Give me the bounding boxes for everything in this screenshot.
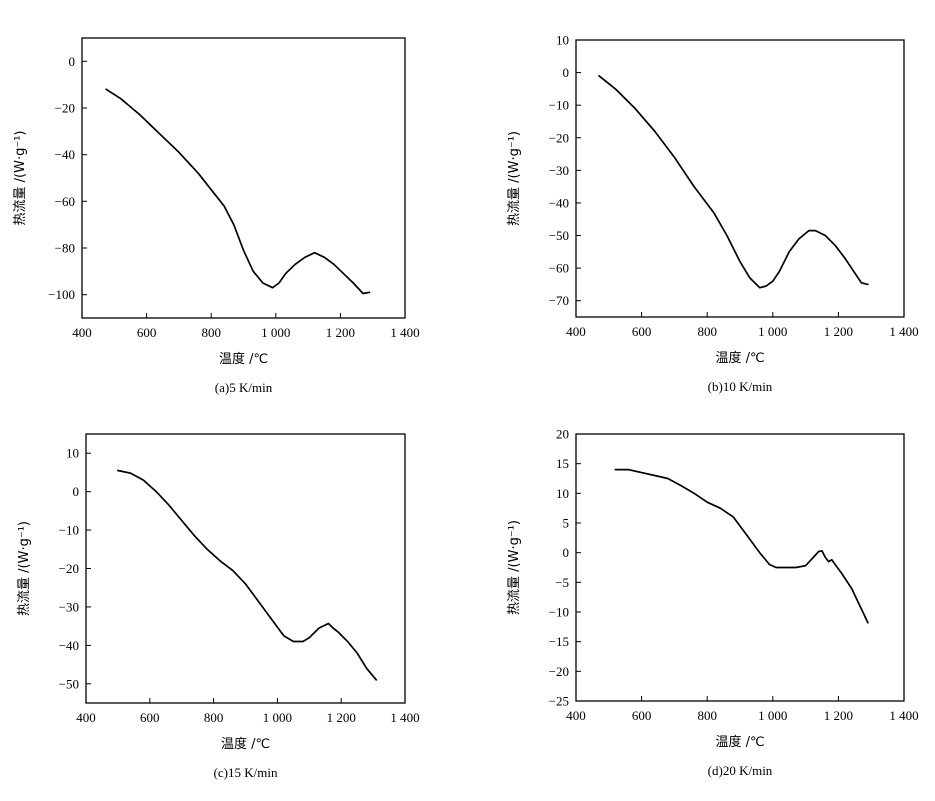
y-tick-label: 0 [563, 65, 570, 80]
series-line [598, 74, 869, 289]
x-tick-label: 600 [140, 710, 160, 725]
chart-caption: (b)10 K/min [708, 379, 773, 394]
y-tick-label: −20 [549, 130, 569, 145]
y-tick-label: 0 [69, 54, 76, 69]
x-axis-label: 温度 /℃ [715, 734, 764, 750]
y-tick-label: 20 [556, 427, 569, 442]
series-line [614, 468, 869, 624]
chart-b: 400 600 800 1 000 1 200 1 400 10 0 −10 −20 −30 −40 −… [507, 33, 919, 395]
y-tick-label: −30 [549, 163, 569, 178]
x-tick-label: 600 [137, 325, 157, 340]
plot-frame [81, 37, 406, 319]
y-axis-label: 热流量 /(W·g⁻¹) [13, 131, 28, 226]
y-tick-label: −5 [555, 575, 569, 590]
x-tick-label: 1 000 [758, 324, 787, 339]
x-axis-label: 温度 /℃ [221, 736, 270, 752]
x-tick-label: 400 [566, 324, 586, 339]
y-tick-label: 10 [556, 33, 569, 48]
plot-frame [575, 39, 905, 318]
x-tick-label: 800 [201, 325, 221, 340]
y-axis-label: 热流量 /(W·g⁻¹) [507, 520, 522, 615]
y-tick-label: −10 [549, 98, 569, 113]
x-tick-label: 800 [204, 710, 224, 725]
y-tick-label: 0 [563, 545, 570, 560]
chart-caption: (a)5 K/min [215, 380, 273, 395]
y-tick-label: 10 [66, 446, 79, 461]
y-tick-label: 10 [556, 486, 569, 501]
plot-frame [575, 433, 905, 702]
chart-a: 400 600 800 1 000 1 200 1 400 0 −20 −40 −60 −80 −10… [13, 37, 420, 395]
y-tick-label: 0 [73, 484, 80, 499]
x-tick-label: 800 [697, 324, 717, 339]
y-tick-label: −50 [549, 228, 569, 243]
y-tick-label: −80 [55, 241, 75, 256]
y-tick-label: −15 [549, 634, 569, 649]
x-tick-label: 1 200 [824, 324, 853, 339]
x-tick-label: 600 [632, 324, 652, 339]
x-axis-label: 温度 /℃ [219, 351, 268, 367]
chart-caption: (c)15 K/min [214, 765, 278, 780]
y-tick-label: −20 [549, 664, 569, 679]
x-axis-label: 温度 /℃ [715, 350, 764, 366]
y-tick-label: −10 [549, 605, 569, 620]
x-tick-label: 1 400 [889, 324, 918, 339]
y-axis-label: 热流量 /(W·g⁻¹) [507, 131, 522, 226]
y-tick-label: −30 [59, 599, 79, 614]
x-tick-label: 1 200 [326, 325, 355, 340]
y-tick-label: −40 [55, 147, 75, 162]
y-tick-label: −40 [59, 638, 79, 653]
y-tick-label: −20 [59, 561, 79, 576]
series-line [105, 88, 371, 295]
x-tick-label: 1 200 [824, 708, 853, 723]
chart-d: 400 600 800 1 000 1 200 1 400 20 15 10 5 0 −5 −10 −15… [507, 427, 919, 779]
x-tick-label: 400 [566, 708, 586, 723]
series-line [117, 469, 378, 681]
y-tick-label: −10 [59, 523, 79, 538]
x-tick-label: 400 [72, 325, 92, 340]
y-tick-label: 5 [563, 516, 570, 531]
x-tick-label: 1 400 [390, 710, 419, 725]
y-tick-label: −100 [48, 287, 75, 302]
x-tick-label: 1 000 [261, 325, 290, 340]
x-tick-label: 1 200 [327, 710, 356, 725]
y-axis-label: 热流量 /(W·g⁻¹) [17, 521, 32, 616]
y-tick-label: 15 [556, 456, 569, 471]
chart-c: 400 600 800 1 000 1 200 1 400 10 0 −10 −20 −30 −40 −… [17, 433, 420, 780]
y-tick-label: −20 [55, 101, 75, 116]
x-tick-label: 800 [697, 708, 717, 723]
x-tick-label: 1 000 [263, 710, 292, 725]
x-tick-label: 400 [76, 710, 96, 725]
y-tick-label: −50 [59, 676, 79, 691]
y-tick-label: −60 [55, 194, 75, 209]
x-tick-label: 1 400 [390, 325, 419, 340]
chart-caption: (d)20 K/min [708, 763, 773, 778]
x-tick-label: 600 [632, 708, 652, 723]
x-tick-label: 1 400 [889, 708, 918, 723]
y-tick-label: −40 [549, 195, 569, 210]
x-tick-label: 1 000 [758, 708, 787, 723]
y-tick-label: −60 [549, 261, 569, 276]
y-tick-label: −70 [549, 293, 569, 308]
y-tick-label: −25 [549, 694, 569, 709]
